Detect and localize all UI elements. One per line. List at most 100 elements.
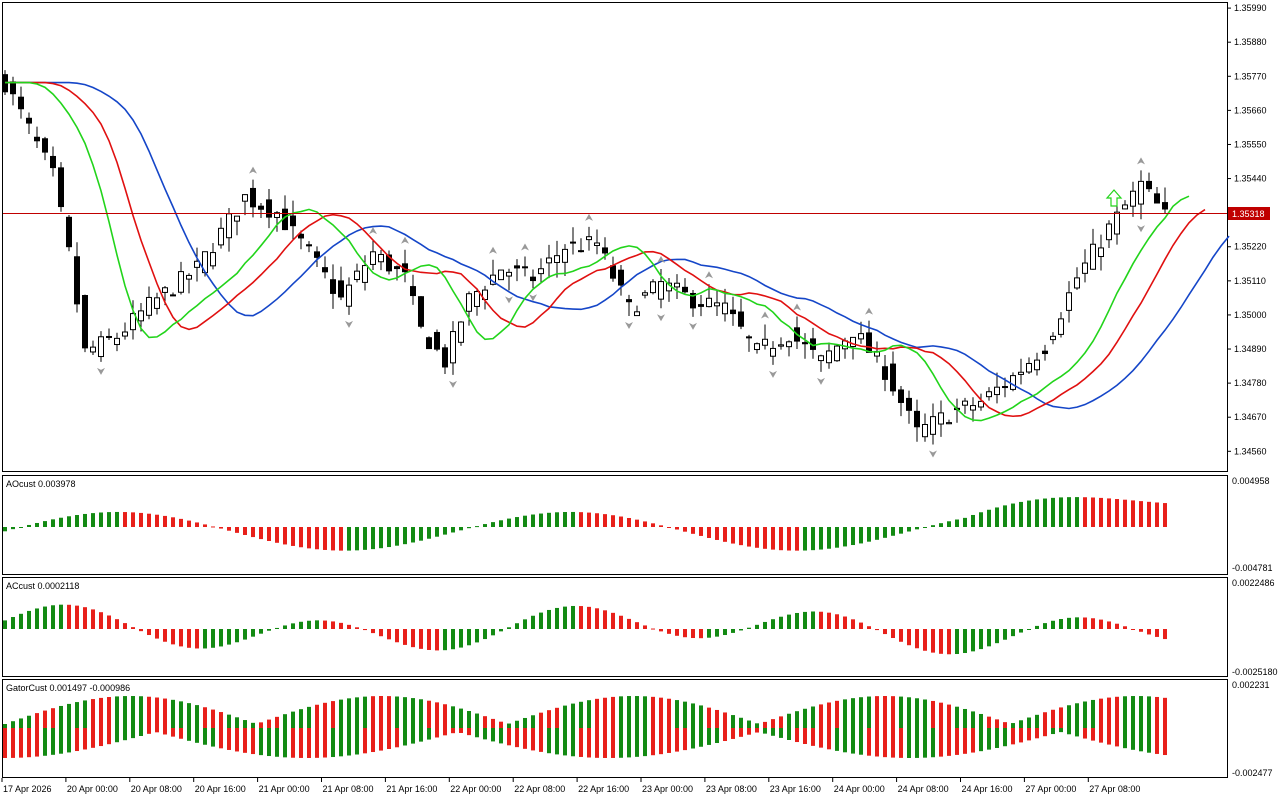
jaw-line [5,81,1230,410]
gator-upper-bar [1003,722,1007,728]
histogram-bar [307,527,311,549]
gator-upper-bar [243,720,247,728]
gator-upper-bar [123,696,127,728]
gator-upper-bar [771,719,775,728]
candle-body [418,296,424,327]
candle-body [626,299,632,303]
gator-lower-bar [547,728,551,754]
gator-upper-bar [219,712,223,728]
gator-upper-bar [339,699,343,728]
histogram-bar [59,604,63,629]
gator-lower-bar [699,728,703,747]
gator-upper-bar [323,702,327,728]
gator-upper-bar [963,708,967,728]
histogram-bar [899,629,903,642]
fractal-up-icon [369,227,377,235]
gator-lower-bar [523,728,527,749]
histogram-bar [555,607,559,629]
candle-body [914,410,920,428]
gator-lower-bar [51,728,55,755]
price-level-label: 1.35880 [1234,37,1267,47]
histogram-bar [899,527,903,534]
gator-lower-bar [835,728,839,751]
gator-lower-bar [43,728,47,756]
gator-lower-bar [163,728,167,735]
gator-upper-bar [275,716,279,728]
histogram-bar [827,527,831,549]
histogram-bar [251,527,255,538]
candle-body [410,286,416,297]
gator-upper-bar [1011,723,1015,728]
candle-body [354,270,360,281]
histogram-bar [363,527,367,550]
histogram-bar [947,521,951,527]
histogram-bar [587,512,591,527]
histogram-bar [771,527,775,550]
histogram-bar [403,527,407,545]
histogram-bar [395,629,399,643]
price-level-label: 1.35220 [1234,242,1267,252]
gator-upper-bar [795,711,799,728]
histogram-bar [811,527,815,551]
gator-upper-bar [539,712,543,728]
fractal-down-icon [817,377,825,385]
gator-upper-bar [203,707,207,728]
candle-body [1162,202,1168,210]
gator-upper-bar [139,696,143,728]
gator-upper-bar [499,721,503,728]
gator-upper-bar [723,712,727,728]
histogram-bar [659,629,663,632]
gator-upper-bar [443,704,447,728]
histogram-bar [907,629,911,646]
gator-lower-bar [379,728,383,751]
gator-upper-bar [715,709,719,728]
gator-upper-bar [75,702,79,728]
candle-body [674,282,680,288]
histogram-bar [675,527,679,530]
gator-lower-bar [531,728,535,751]
histogram-bar [27,524,31,527]
histogram-bar [883,629,887,635]
gator-lower-bar [371,728,375,753]
candle-body [898,389,904,403]
candle-body [218,227,224,246]
histogram-bar [963,629,967,654]
fractal-down-icon [1137,225,1145,233]
candle-body [194,260,200,268]
histogram-bar [691,527,695,534]
gator-lower-bar [1035,728,1039,739]
gator-lower-bar [779,728,783,738]
histogram-bar [1043,623,1047,629]
histogram-bar [355,627,359,629]
time-axis: 17 Apr 2026 20 Apr 00:00 20 Apr 08:00 20 Ap… [1,778,1140,794]
histogram-bar [923,629,927,651]
candle-body [386,254,392,272]
histogram-bar [579,512,583,527]
histogram-bar [571,605,575,629]
histogram-bar [411,629,415,648]
gator-upper-bar [1155,696,1159,728]
histogram-bar [979,629,983,650]
histogram-bar [523,515,527,527]
gator-lower-bar [331,728,335,758]
histogram-bar [515,517,519,527]
candle-body [1154,193,1160,204]
gator-lower-bar [939,728,943,757]
gator-lower-bar [99,728,103,747]
gator-lower-bar [867,728,871,756]
gator-upper-bar [27,715,31,728]
candle-body [530,276,536,282]
gator-lower-bar [19,728,23,758]
histogram-bar [707,527,711,538]
candle-body [778,344,784,347]
candle-body [594,242,600,246]
time-label: 22 Apr 08:00 [514,784,565,794]
main-chart-panel[interactable] [2,2,1228,472]
histogram-bar [11,527,15,530]
fractal-up-icon [1137,157,1145,165]
candle-body [146,296,152,316]
gator-histogram [3,696,1167,758]
gator-lower-bar [1107,728,1111,745]
gator-lower-bar [979,728,983,752]
